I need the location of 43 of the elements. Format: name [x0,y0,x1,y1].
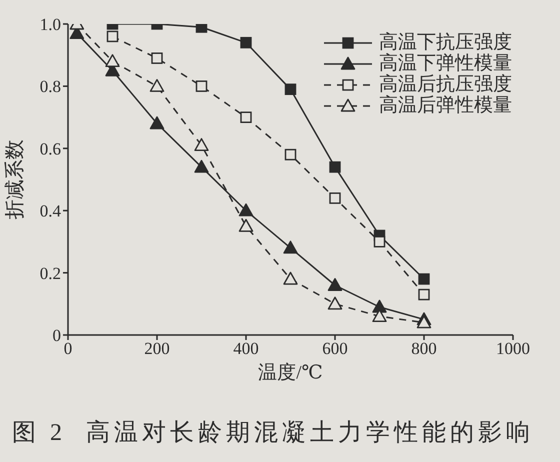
x-tick-label: 600 [322,339,348,358]
point [194,160,209,173]
text: 图 2 高温对长龄期混凝土力学性能的影响 [12,418,534,448]
point [284,84,296,96]
legend-label: 高温下抗压强度 [379,32,512,53]
point [418,288,430,300]
y-tick-label: 0.8 [40,77,61,96]
point [329,161,341,173]
y-tick-label: 0.6 [40,139,61,158]
legend-label: 高温后抗压强度 [379,74,512,95]
point [374,236,386,248]
point [283,272,298,285]
point [150,116,164,130]
x-tick-label: 400 [233,339,259,358]
y-tick-label: 0 [52,326,61,346]
point [372,309,387,322]
point [151,52,163,64]
point [240,112,252,123]
y-tick-label: 0.2 [40,264,61,283]
y-tick-label: 1.0 [40,15,61,34]
point [106,30,118,42]
x-tick-label: 200 [144,339,170,358]
point [328,278,342,291]
x-axis-title: 温度/℃ [258,362,323,384]
point [150,79,164,92]
y-tick-label: 0.4 [40,202,62,221]
point [329,192,341,204]
point [240,36,252,48]
point [238,203,254,216]
x-tick-label: 800 [411,339,437,358]
point [105,54,120,68]
point [328,296,342,310]
point [418,273,430,285]
point [194,138,209,151]
legend-label: 高温下弹性模量 [379,53,512,74]
point [196,80,208,92]
point [238,218,254,232]
point [284,148,296,160]
point [283,240,298,254]
legend-label: 高温后弹性模量 [379,95,512,116]
x-tick-label: 1000 [496,339,530,358]
y-axis-title: 折减系数 [4,140,26,220]
point [196,24,208,33]
